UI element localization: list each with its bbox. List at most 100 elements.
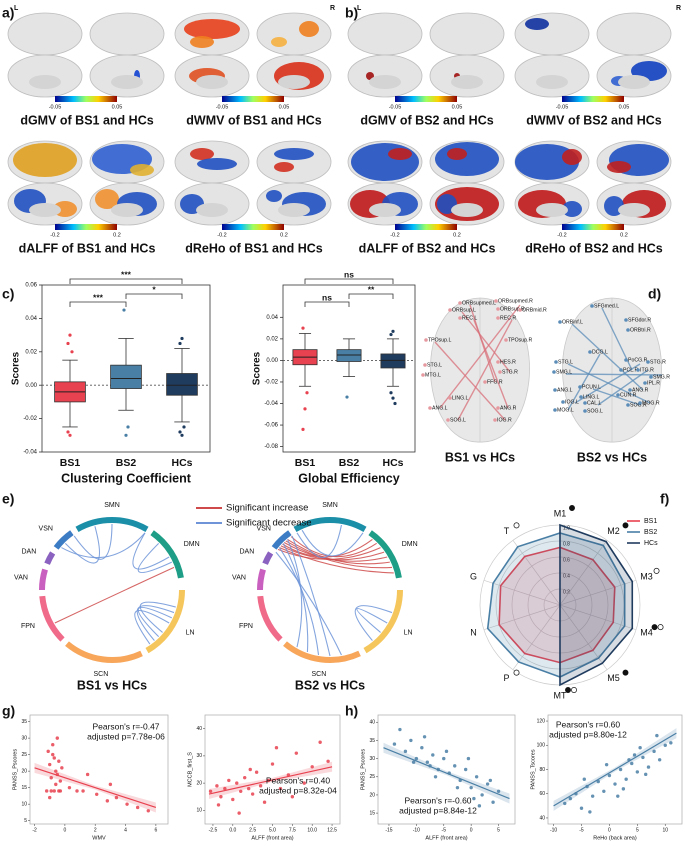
point — [472, 796, 476, 801]
node-label: SMG.R — [653, 374, 670, 380]
point — [58, 789, 63, 793]
colorbar-label: 0.2 — [280, 232, 288, 238]
point — [302, 781, 306, 785]
edge — [461, 311, 511, 373]
point — [58, 779, 63, 783]
point — [657, 758, 662, 762]
point — [488, 778, 493, 783]
node-label: ORBsupmed.L — [462, 300, 496, 306]
node-label: STG.L — [558, 359, 573, 365]
point — [270, 762, 275, 766]
point — [477, 804, 482, 808]
node-label: ORBsup.R — [500, 306, 525, 312]
node — [628, 388, 632, 392]
side-label: L — [14, 5, 19, 12]
side-label: R — [676, 5, 681, 12]
y-tick-label: 0.00 — [25, 383, 37, 389]
significance-marker — [653, 567, 660, 574]
legend-label: HCs — [644, 540, 658, 547]
y-tick-label: 25 — [369, 774, 375, 780]
edge — [457, 319, 513, 421]
node-label: REC.R — [500, 315, 516, 321]
colorbar-label: 0.05 — [452, 104, 463, 110]
medial-wall — [29, 203, 61, 217]
network-arc — [368, 530, 402, 579]
plot-frame — [282, 284, 416, 453]
significance-bracket — [69, 301, 127, 307]
axis-label: M4 — [640, 627, 653, 637]
network-arc — [145, 589, 185, 654]
point — [491, 800, 495, 804]
edge — [592, 388, 641, 406]
outlier — [180, 433, 184, 437]
activation — [13, 143, 77, 177]
point — [444, 749, 449, 754]
point — [75, 789, 79, 793]
network-label: LN — [404, 629, 413, 636]
node — [624, 358, 628, 362]
point — [246, 786, 251, 791]
outlier — [66, 341, 70, 346]
node-label: ORBsup.L — [452, 307, 476, 313]
point — [278, 786, 283, 791]
series-area — [559, 523, 634, 687]
x-tick-label: 5 — [636, 827, 639, 833]
network-title: BS2 vs HCs — [577, 450, 647, 464]
node — [446, 418, 450, 422]
point — [146, 809, 150, 813]
x-tick-label: -10 — [550, 827, 557, 833]
point — [294, 751, 299, 755]
activation — [274, 148, 314, 160]
node — [458, 316, 462, 320]
node — [448, 396, 452, 400]
node — [643, 381, 647, 385]
node — [496, 307, 500, 311]
node-label: PoCG.R — [628, 357, 648, 363]
point — [563, 801, 567, 806]
point — [125, 802, 129, 806]
node-label: SFGdor.R — [628, 317, 651, 323]
point — [669, 741, 673, 745]
chord — [287, 539, 303, 648]
map-title: dGMV of BS2 and HCs — [360, 113, 493, 127]
point — [274, 746, 279, 750]
node-label: MOG.R — [642, 400, 660, 406]
annotation: adjusted p=8.80e-12 — [549, 729, 627, 739]
point — [55, 736, 59, 740]
colorbar-label: 0.2 — [453, 232, 461, 238]
node — [588, 350, 592, 354]
significance-marker — [622, 522, 629, 529]
colorbar — [395, 224, 457, 230]
node — [554, 360, 558, 364]
point — [60, 766, 64, 770]
y-tick-label: -0.02 — [23, 416, 37, 422]
r-tick-label: 0.8 — [563, 541, 570, 547]
outlier — [70, 350, 74, 354]
y-tick-label: 0.00 — [266, 358, 278, 364]
activation — [197, 158, 237, 170]
chord — [296, 524, 343, 558]
point — [604, 762, 609, 767]
chord — [73, 523, 113, 560]
node-label: SOG.L — [587, 408, 603, 414]
point — [579, 806, 584, 810]
chord — [132, 532, 170, 570]
point — [54, 782, 58, 787]
significance-bracket — [125, 293, 183, 299]
chord — [279, 547, 394, 574]
point — [496, 789, 501, 793]
colorbar-label: 0.2 — [113, 232, 121, 238]
outlier — [305, 391, 309, 395]
map-title: dReHo of BS2 and HCs — [525, 241, 663, 255]
node-label: HES.R — [500, 359, 516, 365]
point — [254, 770, 259, 774]
point — [596, 779, 600, 784]
node-label: ORBinf.L — [562, 319, 583, 325]
point — [231, 797, 235, 802]
spoke — [483, 579, 561, 606]
x-tick-label: HCs — [382, 457, 403, 469]
network-label: DAN — [239, 548, 254, 555]
network-arc — [283, 641, 361, 663]
chord — [282, 539, 373, 558]
node-label: PCL.R — [623, 367, 639, 373]
